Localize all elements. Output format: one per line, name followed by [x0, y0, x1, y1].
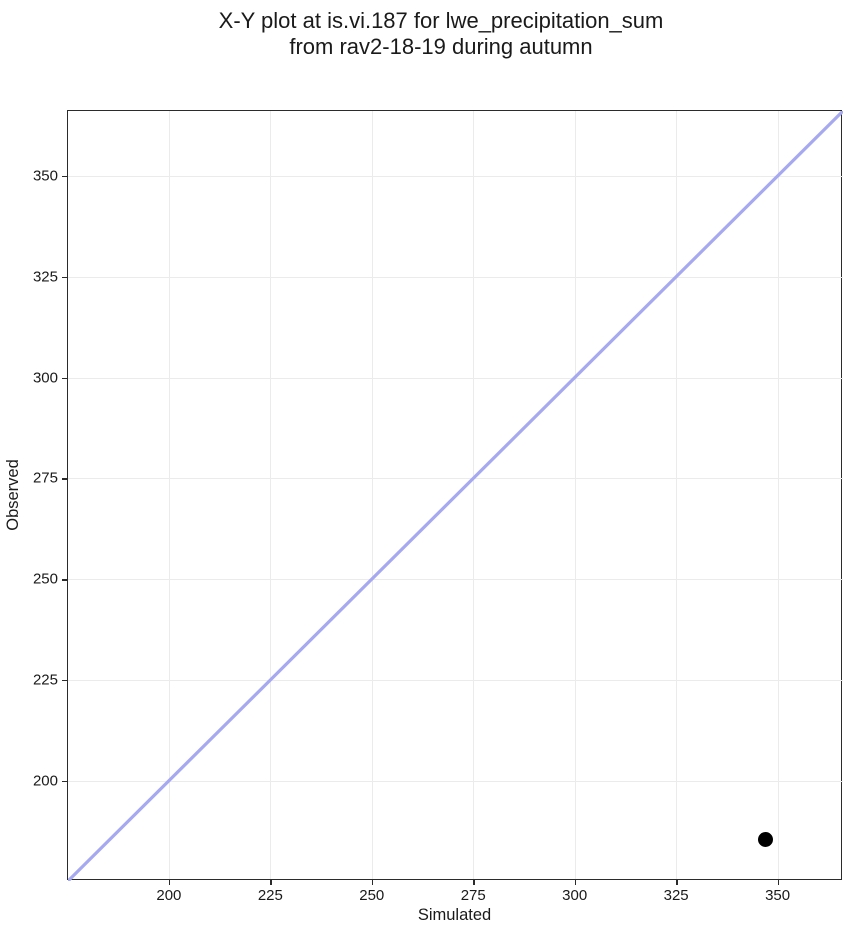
svg-text:Observed: Observed: [4, 459, 22, 531]
